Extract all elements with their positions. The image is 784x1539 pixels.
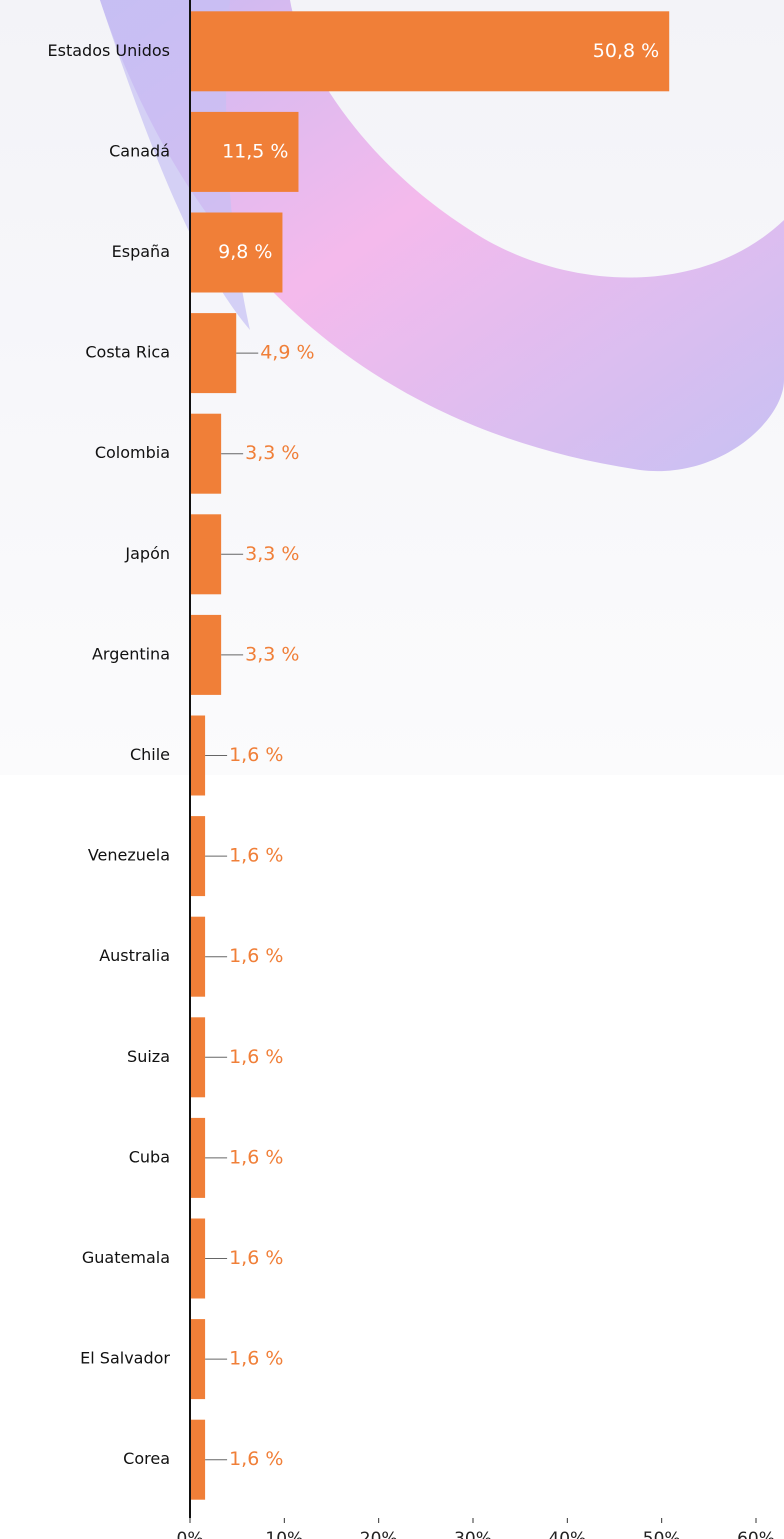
value-label: 1,6 % — [229, 1046, 283, 1068]
value-label: 1,6 % — [229, 945, 283, 967]
bar — [190, 916, 206, 997]
y-tick-label: Cuba — [129, 1147, 170, 1166]
y-tick-label: Costa Rica — [85, 343, 170, 362]
y-tick-label: Argentina — [92, 644, 170, 663]
bar — [190, 1419, 206, 1500]
bar — [190, 715, 206, 796]
y-tick-label: Chile — [130, 745, 170, 764]
value-label: 3,3 % — [245, 442, 299, 464]
y-tick-label: El Salvador — [80, 1349, 170, 1368]
value-label: 1,6 % — [229, 1247, 283, 1269]
value-label: 1,6 % — [229, 744, 283, 766]
value-label: 1,6 % — [229, 1448, 283, 1470]
y-tick-label: Colombia — [95, 443, 170, 462]
y-tick-label: Japón — [124, 544, 170, 563]
x-tick-label: 60% — [737, 1529, 775, 1539]
x-tick-label: 0% — [177, 1529, 204, 1539]
x-tick-label: 10% — [265, 1529, 303, 1539]
x-tick-label: 30% — [454, 1529, 492, 1539]
value-label: 11,5 % — [222, 140, 288, 162]
bar — [190, 614, 222, 695]
bar — [190, 1017, 206, 1098]
y-tick-label: España — [112, 242, 170, 261]
bar — [190, 1319, 206, 1400]
x-tick-label: 50% — [643, 1529, 681, 1539]
bar — [190, 816, 206, 897]
y-tick-label: Guatemala — [82, 1248, 170, 1267]
x-tick-label: 20% — [360, 1529, 398, 1539]
value-label: 50,8 % — [593, 40, 659, 62]
bar — [190, 514, 222, 595]
plot-area: 0% 10% 20% 30% 40% 50% 60% Estados Unidos 50,8 %… — [48, 0, 775, 1539]
bar — [190, 212, 283, 293]
bar — [190, 313, 237, 394]
value-label: 3,3 % — [245, 543, 299, 565]
y-tick-label: Suiza — [127, 1047, 170, 1066]
value-label: 4,9 % — [260, 342, 314, 364]
x-tick-label: 40% — [548, 1529, 586, 1539]
y-tick-label: Canadá — [109, 141, 170, 160]
value-label: 1,6 % — [229, 845, 283, 867]
bar — [190, 1218, 206, 1299]
bar — [190, 1117, 206, 1198]
value-label: 9,8 % — [218, 241, 272, 263]
y-tick-label: Estados Unidos — [48, 41, 170, 60]
value-label: 1,6 % — [229, 1146, 283, 1168]
y-tick-label: Corea — [123, 1449, 170, 1468]
y-tick-label: Venezuela — [88, 846, 170, 865]
value-label: 3,3 % — [245, 643, 299, 665]
y-tick-label: Australia — [99, 946, 170, 965]
value-label: 1,6 % — [229, 1348, 283, 1370]
bar — [190, 413, 222, 494]
bar — [190, 111, 299, 192]
bar — [190, 11, 670, 92]
